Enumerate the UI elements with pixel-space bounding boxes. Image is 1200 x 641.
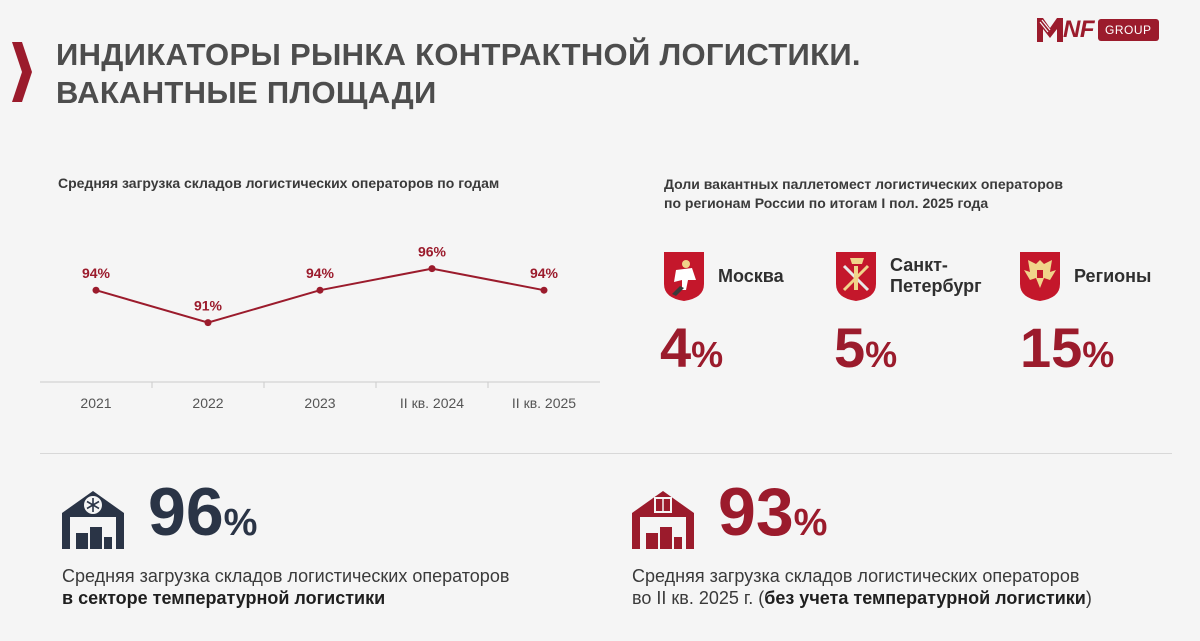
region-value-spb: 5% bbox=[834, 316, 898, 379]
region-spb: Санкт- Петербург bbox=[834, 250, 982, 302]
x-tick-label: 2022 bbox=[192, 395, 223, 411]
region-other: Регионы bbox=[1018, 250, 1151, 302]
logo-text: NF bbox=[1063, 16, 1095, 43]
line-chart: 94% 2021 91% 2022 94% 2023 96% II кв. 2024 94% II… bbox=[40, 244, 600, 411]
region-value-other: 15% bbox=[1020, 316, 1115, 379]
warehouse-box-icon bbox=[632, 490, 694, 549]
x-tick-label: II кв. 2024 bbox=[400, 395, 464, 411]
divider bbox=[40, 453, 1172, 454]
data-label: 91% bbox=[194, 298, 223, 314]
region-name: Москва bbox=[718, 265, 784, 286]
russia-coat-icon bbox=[1020, 252, 1060, 301]
chart-title: Средняя загрузка складов логистических о… bbox=[58, 175, 500, 191]
company-logo: NF GROUP bbox=[1037, 16, 1159, 43]
warehouse-snowflake-icon bbox=[62, 490, 124, 549]
stat-general: 93% bbox=[628, 478, 827, 557]
chevron-right-icon bbox=[12, 42, 32, 102]
region-value-moscow: 4% bbox=[660, 316, 724, 379]
spb-coat-icon bbox=[836, 252, 876, 301]
region-moscow: Москва bbox=[662, 250, 784, 302]
stat-value: 93% bbox=[718, 474, 828, 550]
data-label: 96% bbox=[418, 244, 447, 260]
m-logo-icon bbox=[1037, 18, 1063, 42]
data-label: 94% bbox=[306, 265, 335, 281]
data-point bbox=[540, 286, 548, 294]
x-tick-label: II кв. 2025 bbox=[512, 395, 576, 411]
data-label: 94% bbox=[530, 265, 559, 281]
moscow-coat-icon bbox=[664, 252, 704, 301]
region-name: Санкт- bbox=[890, 255, 948, 275]
data-point bbox=[92, 286, 100, 294]
data-point bbox=[316, 286, 324, 294]
x-tick-label: 2021 bbox=[80, 395, 111, 411]
region-name: Регионы bbox=[1074, 265, 1152, 286]
logo-group-badge: GROUP bbox=[1098, 19, 1159, 41]
data-point bbox=[428, 265, 436, 273]
page-title: ИНДИКАТОРЫ РЫНКА КОНТРАКТНОЙ ЛОГИСТИКИ. … bbox=[56, 37, 861, 110]
regions-title: Доли вакантных паллетомест логистических… bbox=[664, 176, 1063, 211]
data-label: 94% bbox=[82, 265, 111, 281]
stat-temperature: 96% bbox=[58, 478, 257, 557]
stat-description: Средняя загрузка складов логистических о… bbox=[62, 566, 510, 608]
data-point bbox=[204, 319, 212, 327]
stat-value: 96% bbox=[148, 474, 258, 550]
stat-description: Средняя загрузка складов логистических о… bbox=[632, 566, 1092, 608]
region-name-line2: Петербург bbox=[890, 276, 982, 296]
x-tick-label: 2023 bbox=[304, 395, 335, 411]
